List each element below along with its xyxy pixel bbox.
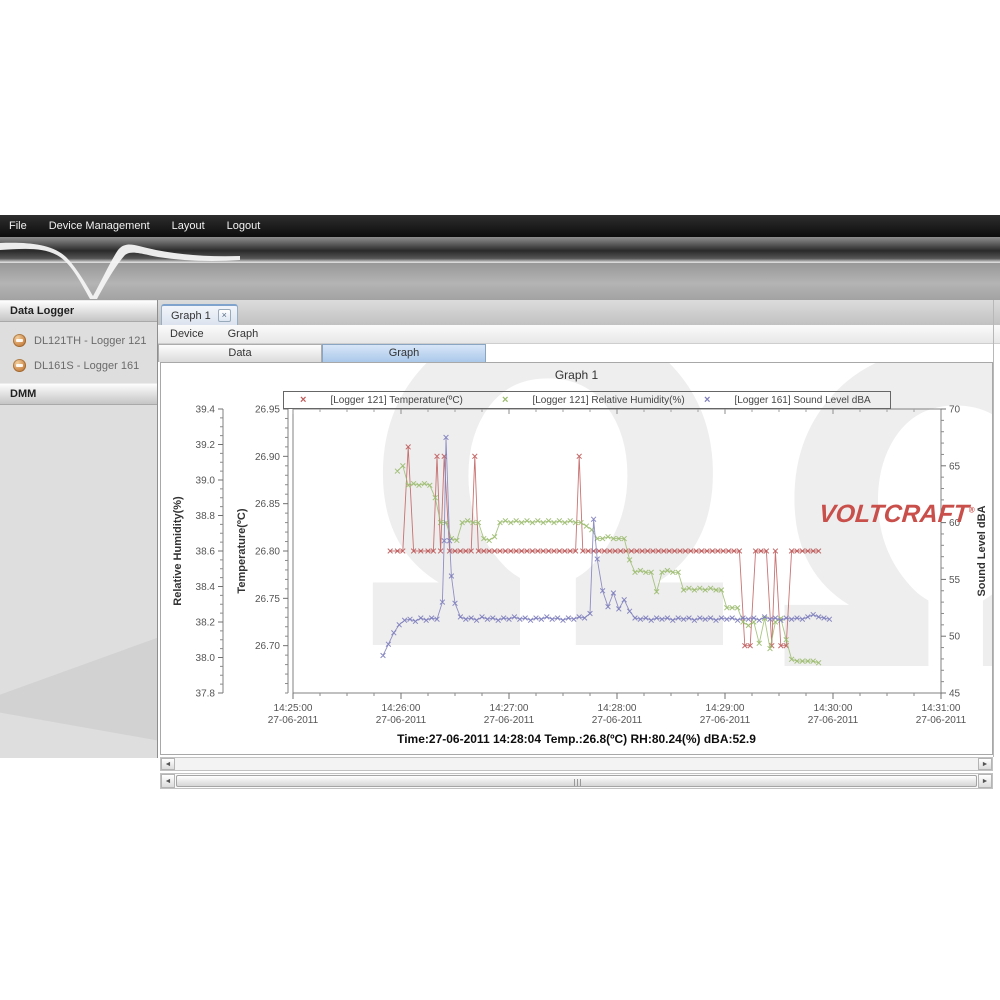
cursor-readout: Time:27-06-2011 14:28:04 Temp.:26.8(ºC) … [397,732,756,746]
voltcraft-logo: VOLTCRAFT® [817,500,975,529]
sidebar-item-label: DL121TH - Logger 121 [34,334,147,347]
legend-entry-logger-161-sound-level-dba: × [Logger 161] Sound Level dBA [688,392,890,408]
legend-marker-x-icon: × [704,394,711,406]
svg-text:14:28:00: 14:28:00 [598,703,637,714]
svg-text:14:27:00: 14:27:00 [490,703,529,714]
svg-text:27-06-2011: 27-06-2011 [484,715,535,726]
sidebar-watermark [0,593,157,742]
svg-text:26.95: 26.95 [255,405,280,416]
menu-item-file[interactable]: File [9,220,27,232]
chart-horizontal-scrollbar[interactable]: ◄ ► [160,757,993,771]
svg-text:65: 65 [949,461,961,472]
svg-text:14:30:00: 14:30:00 [814,703,853,714]
svg-text:Relative Humidity(%): Relative Humidity(%) [172,496,184,606]
sidebar-item-dl161s-logger-161[interactable]: DL161S - Logger 161 [0,353,157,378]
svg-text:38.6: 38.6 [196,547,216,558]
svg-text:14:29:00: 14:29:00 [706,703,745,714]
svg-text:55: 55 [949,575,961,586]
svg-text:14:25:00: 14:25:00 [274,703,313,714]
svg-text:27-06-2011: 27-06-2011 [376,715,427,726]
svg-text:26.85: 26.85 [255,499,280,510]
svg-text:26.80: 26.80 [255,547,280,558]
svg-text:Temperature(ºC): Temperature(ºC) [236,508,248,593]
svg-text:27-06-2011: 27-06-2011 [916,715,967,726]
sidebar-item-dl121th-logger-121[interactable]: DL121TH - Logger 121 [0,328,157,353]
workspace-menu-device[interactable]: Device [170,328,204,340]
svg-text:50: 50 [949,632,961,643]
svg-text:14:26:00: 14:26:00 [382,703,421,714]
chart-plot[interactable]: 14:25:0027-06-201114:26:0027-06-201114:2… [161,363,993,755]
svg-text:39.2: 39.2 [196,440,216,451]
svg-text:27-06-2011: 27-06-2011 [808,715,859,726]
svg-text:27-06-2011: 27-06-2011 [700,715,751,726]
svg-text:Sound Level dBA: Sound Level dBA [976,505,988,596]
registered-mark-icon: ® [968,505,975,515]
sidebar-group-data-logger[interactable]: Data Logger [0,300,157,322]
scrollbar-track[interactable] [175,758,978,770]
legend-entry-logger-121-relative-humidity: × [Logger 121] Relative Humidity(%) [486,392,688,408]
legend-marker-x-icon: × [300,394,307,406]
svg-text:26.75: 26.75 [255,594,280,605]
view-tabs: Data Graph [158,344,1000,362]
chart-legend: × [Logger 121] Temperature(ºC) × [Logger 12… [283,391,891,409]
sidebar: Data Logger DL121TH - Logger 121 DL161S - … [0,300,158,758]
panel-horizontal-scrollbar[interactable]: ◄ ► [160,773,993,789]
legend-label: [Logger 121] Temperature(ºC) [330,394,463,406]
device-icon [13,359,26,372]
svg-text:38.4: 38.4 [196,582,216,593]
svg-text:38.8: 38.8 [196,511,216,522]
chart-title: Graph 1 [554,368,599,382]
svg-text:39.0: 39.0 [196,476,216,487]
tab-graph-1[interactable]: Graph 1 × [161,304,238,325]
voltcraft-wave-icon [0,242,240,299]
svg-text:14:31:00: 14:31:00 [922,703,961,714]
workspace-menu-bar: Device Graph [158,325,1000,344]
document-tabstrip: Graph 1 × [158,300,1000,325]
svg-text:37.8: 37.8 [196,689,216,700]
svg-text:27-06-2011: 27-06-2011 [592,715,643,726]
menu-item-logout[interactable]: Logout [226,220,261,232]
svg-text:45: 45 [949,689,961,700]
menu-item-layout[interactable]: Layout [171,220,205,232]
scrollbar-thumb[interactable] [176,775,977,787]
legend-entry-logger-121-temperature-c: × [Logger 121] Temperature(ºC) [284,392,486,408]
svg-text:38.2: 38.2 [196,618,216,629]
chart-panel: Ω Ω Graph 1 ×[Logger 121] Temperature(ºC… [160,362,993,755]
close-icon[interactable]: × [217,309,231,322]
voltcraft-logo-text: VOLTCRAFT [817,500,970,528]
device-icon [13,334,26,347]
sidebar-group-dmm[interactable]: DMM [0,383,157,405]
legend-marker-x-icon: × [502,394,509,406]
menu-item-device-management[interactable]: Device Management [48,220,150,232]
tab-label: Graph 1 [171,309,211,322]
legend-label: [Logger 121] Relative Humidity(%) [532,394,685,406]
sidebar-item-label: DL161S - Logger 161 [34,359,140,372]
banner-light-band [0,262,1000,300]
scroll-left-icon[interactable]: ◄ [161,758,175,770]
sidebar-group-items: DL121TH - Logger 121 DL161S - Logger 161 [0,322,157,383]
scroll-right-icon[interactable]: ► [978,758,992,770]
svg-text:26.70: 26.70 [255,641,280,652]
scroll-right-icon[interactable]: ► [978,774,992,788]
scroll-left-icon[interactable]: ◄ [161,774,175,788]
svg-text:27-06-2011: 27-06-2011 [268,715,319,726]
banner: VOLTCRAFT® [0,237,1000,528]
workspace-menu-graph[interactable]: Graph [227,328,259,340]
svg-text:26.90: 26.90 [255,452,280,463]
legend-label: [Logger 161] Sound Level dBA [734,394,871,406]
svg-text:70: 70 [949,405,961,416]
svg-text:38.0: 38.0 [196,653,216,664]
workspace-right-border [993,300,994,757]
view-tab-data[interactable]: Data [158,344,322,362]
view-tab-graph[interactable]: Graph [322,344,486,362]
svg-text:60: 60 [949,518,961,529]
svg-text:39.4: 39.4 [196,405,216,416]
menu-bar: File Device Management Layout Logout [0,215,1000,237]
